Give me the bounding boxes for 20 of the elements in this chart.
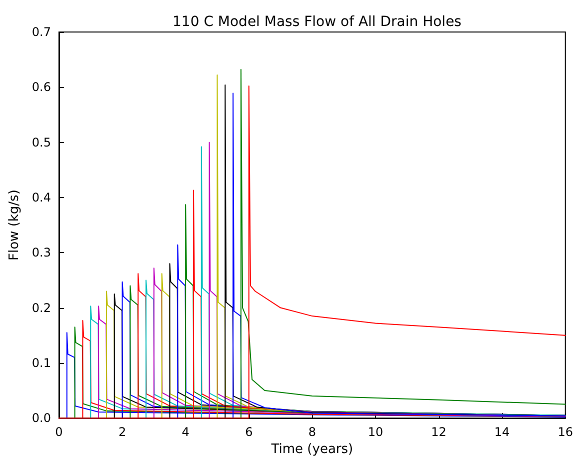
y-tick-label: 0.4 [32,190,51,204]
x-tick-label: 10 [368,425,384,440]
y-tick-label: 0.5 [32,135,51,150]
chart-title: 110 C Model Mass Flow of All Drain Holes [172,14,462,30]
x-tick-label: 8 [308,425,316,440]
x-tick-label: 16 [558,425,574,440]
x-tick-label: 6 [245,425,253,440]
y-tick-label: 0.3 [32,246,51,260]
y-tick-label: 0.0 [32,411,51,426]
y-tick-label: 0.2 [32,300,51,315]
x-tick-label: 14 [494,425,510,440]
x-tick-label: 2 [118,425,126,440]
y-tick-label: 0.6 [32,80,51,94]
y-axis-title: Flow (kg/s) [7,190,22,260]
y-tick-label: 0.7 [32,25,51,39]
x-tick-label: 12 [431,425,446,440]
y-tick-label: 0.1 [32,356,51,370]
x-tick-label: 4 [182,425,190,440]
x-axis-title: Time (years) [270,442,354,457]
x-tick-label: 0 [55,425,63,440]
